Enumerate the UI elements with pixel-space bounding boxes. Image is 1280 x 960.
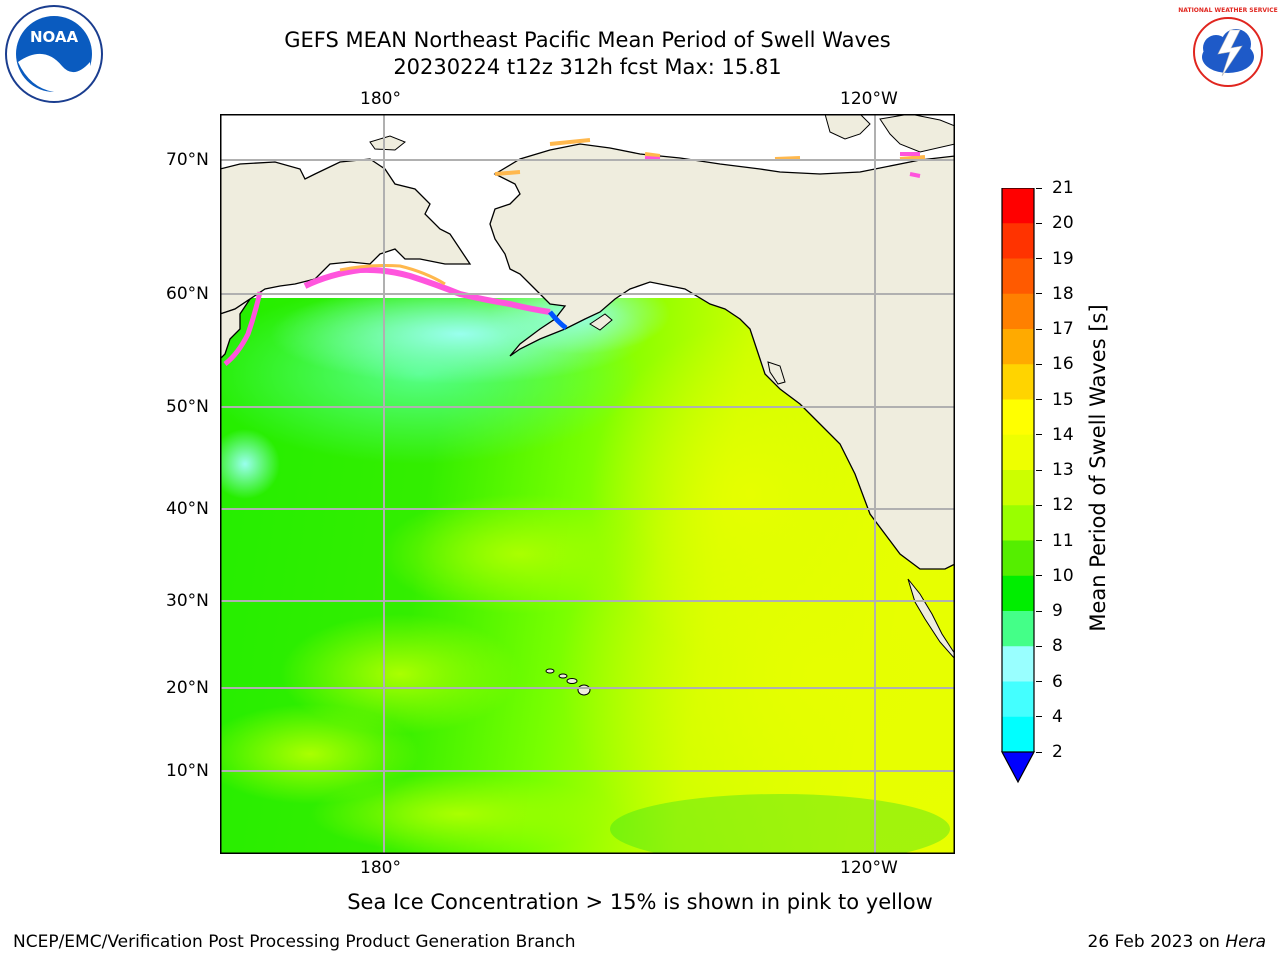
noaa-logo-text: NOAA — [30, 28, 79, 46]
colorbar-tick-mark — [1036, 751, 1042, 753]
colorbar-segment — [1002, 611, 1034, 647]
colorbar-tick-label: 15 — [1052, 389, 1074, 410]
colorbar-tick-mark — [1036, 681, 1042, 682]
colorbar-tick-label: 2 — [1052, 742, 1063, 762]
footer-date: 26 Feb 2023 on Hera — [1088, 932, 1266, 952]
sea-ice-note: Sea Ice Concentration > 15% is shown in … — [347, 890, 933, 914]
colorbar-segment — [1002, 575, 1034, 612]
noaa-logo: NOAA — [4, 4, 104, 104]
colorbar-tick-mark — [1036, 399, 1042, 400]
colorbar-tick-label: 19 — [1052, 248, 1074, 269]
colorbar-segment — [1002, 470, 1034, 506]
colorbar-label: Mean Period of Swell Waves [s] — [1086, 304, 1110, 632]
lat-label-60n: 60°N — [166, 284, 209, 304]
colorbar-tick-mark — [1036, 222, 1042, 224]
lat-label-70n: 70°N — [166, 150, 209, 170]
nws-logo: NATIONAL WEATHER SERVICE — [1178, 2, 1278, 102]
colorbar-tick-label: 14 — [1052, 424, 1074, 445]
colorbar-segment — [1002, 646, 1034, 682]
colorbar-tick-label: 18 — [1052, 283, 1074, 304]
colorbar-tick-mark — [1036, 716, 1042, 718]
colorbar-segment — [1002, 399, 1034, 436]
lat-label-50n: 50°N — [166, 397, 209, 417]
colorbar-tick-mark — [1036, 504, 1042, 506]
colorbar-tick-label: 20 — [1052, 213, 1074, 234]
colorbar-tick-mark — [1036, 258, 1042, 259]
colorbar-tick-mark — [1036, 363, 1042, 365]
graticule — [220, 114, 955, 854]
colorbar-extend-arrow — [1001, 751, 1035, 784]
colorbar-tick-label: 8 — [1052, 636, 1063, 657]
lat-label-30n: 30°N — [166, 591, 209, 611]
colorbar-tick-label: 10 — [1052, 565, 1074, 586]
swell-period-map — [200, 113, 1080, 894]
colorbar-tick-mark — [1036, 293, 1042, 295]
colorbar-tick-label: 4 — [1052, 706, 1063, 727]
colorbar-segment — [1002, 188, 1034, 224]
colorbar-segment — [1002, 258, 1034, 295]
colorbar-tick-label: 12 — [1052, 495, 1074, 516]
lon-label-top-180: 180° — [360, 89, 401, 109]
colorbar-tick-mark — [1036, 328, 1042, 330]
lon-label-bottom-180: 180° — [360, 858, 401, 878]
colorbar-segment — [1002, 223, 1034, 259]
colorbar-tick-label: 17 — [1052, 319, 1074, 339]
colorbar-segment — [1002, 364, 1034, 400]
lat-label-40n: 40°N — [166, 499, 209, 519]
colorbar — [1000, 187, 1036, 784]
colorbar-ticks: 21 20 19 18 17 16 15 14 13 12 11 10 9 8 6 4 2 — [1036, 178, 1086, 784]
colorbar-segment — [1002, 505, 1034, 541]
colorbar-segment — [1002, 329, 1034, 365]
lon-label-bottom-120w: 120°W — [840, 858, 898, 878]
sea-ice-edge — [223, 138, 926, 366]
colorbar-tick-label: 11 — [1052, 530, 1074, 551]
colorbar-tick-mark — [1036, 434, 1042, 436]
footer-branch: NCEP/EMC/Verification Post Processing Pr… — [13, 932, 576, 952]
colorbar-frame — [1001, 187, 1035, 752]
colorbar-segment — [1002, 293, 1034, 330]
colorbar-tick-label: 9 — [1052, 601, 1063, 621]
colorbar-tick-mark — [1036, 540, 1042, 541]
colorbar-tick-mark — [1036, 187, 1042, 189]
footer-machine: Hera — [1225, 932, 1266, 952]
lon-label-top-120w: 120°W — [840, 89, 898, 109]
colorbar-segment — [1002, 716, 1034, 753]
colorbar-tick-label: 6 — [1052, 671, 1063, 692]
colorbar-tick-mark — [1036, 610, 1042, 612]
colorbar-tick-label: 21 — [1052, 178, 1074, 198]
colorbar-tick-mark — [1036, 575, 1042, 577]
map-frame — [220, 114, 955, 854]
chart-title: GEFS MEAN Northeast Pacific Mean Period … — [284, 28, 891, 52]
colorbar-segment — [1002, 540, 1034, 577]
colorbar-tick-mark — [1036, 645, 1042, 647]
colorbar-segment — [1002, 434, 1034, 471]
colorbar-tick-label: 16 — [1052, 354, 1074, 375]
colorbar-tick-label: 13 — [1052, 460, 1074, 480]
lat-label-20n: 20°N — [166, 678, 209, 698]
colorbar-segment — [1002, 681, 1034, 718]
footer-date-text: 26 Feb 2023 on — [1087, 932, 1226, 952]
chart-subtitle: 20230224 t12z 312h fcst Max: 15.81 — [393, 55, 782, 79]
lat-label-10n: 10°N — [166, 761, 209, 781]
nws-logo-text: NATIONAL WEATHER SERVICE — [1178, 7, 1277, 14]
colorbar-tick-mark — [1036, 469, 1042, 471]
